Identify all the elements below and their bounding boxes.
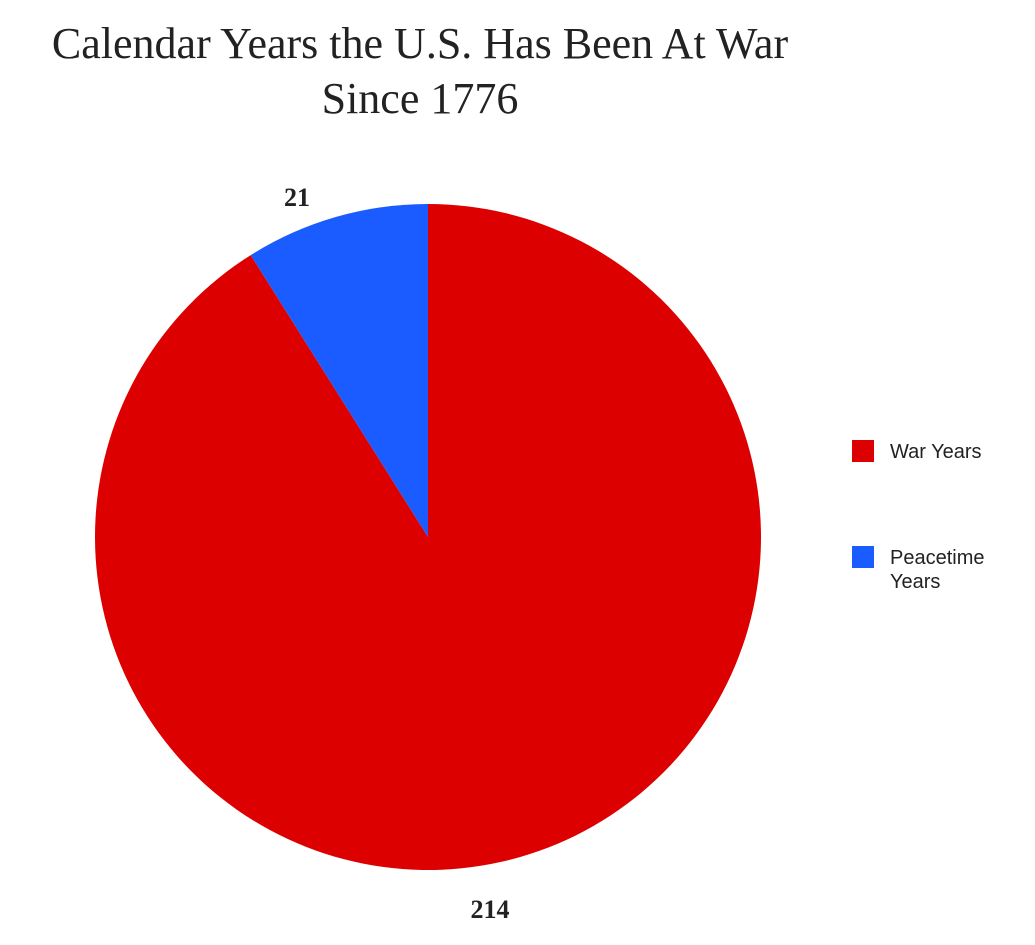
- pie-slice: [250, 204, 428, 537]
- value-label: 214: [471, 895, 510, 924]
- legend-swatch: [852, 440, 874, 462]
- pie-slice: [95, 204, 762, 870]
- legend-label: Peacetime Years: [890, 547, 985, 593]
- value-label: 21: [284, 183, 310, 212]
- legend-label: War Years: [890, 441, 982, 463]
- chart-title: Calendar Years the U.S. Has Been At War S…: [52, 19, 789, 123]
- legend-swatch: [852, 546, 874, 568]
